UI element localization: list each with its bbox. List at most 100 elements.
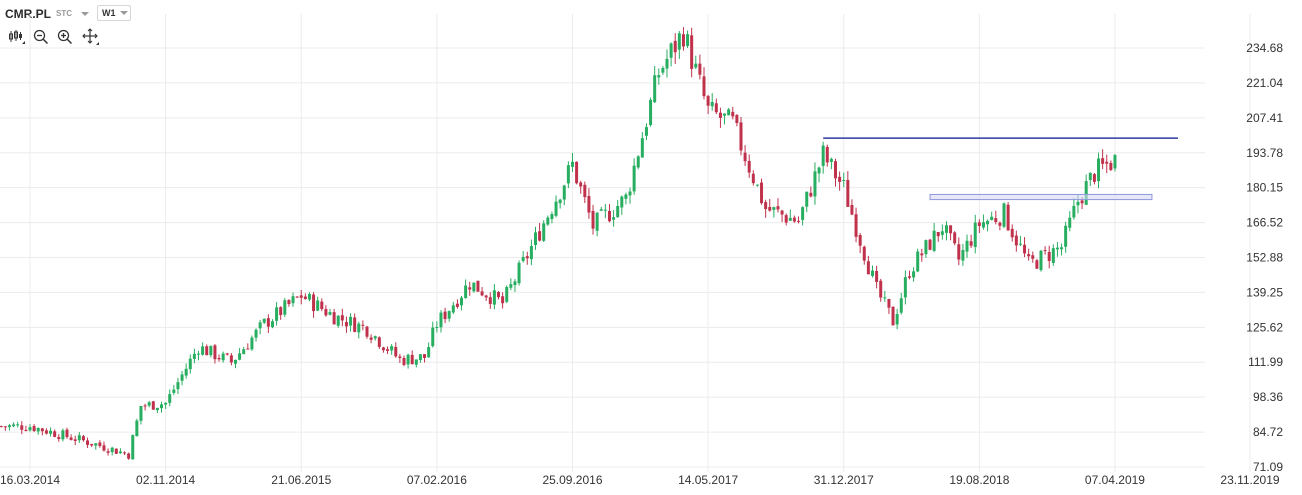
candle-body xyxy=(386,349,390,351)
candle-body xyxy=(1101,158,1105,164)
candle-body xyxy=(1064,225,1068,247)
candle-body xyxy=(924,240,928,255)
candle-body xyxy=(776,206,780,210)
crosshair-icon[interactable] xyxy=(82,28,100,46)
candle-body xyxy=(788,217,792,221)
candle-body xyxy=(402,357,406,365)
candle-body xyxy=(517,262,521,284)
candle-body xyxy=(661,68,665,73)
candle-body xyxy=(829,158,833,162)
y-tick-label: 166.52 xyxy=(1246,216,1283,230)
candle-body xyxy=(1097,158,1101,182)
candle-body xyxy=(455,303,459,307)
candle-body xyxy=(439,312,443,328)
candle-body xyxy=(1039,250,1043,271)
x-tick-label: 02.11.2014 xyxy=(136,473,195,487)
candle-body xyxy=(90,443,94,446)
candle-body xyxy=(603,209,607,211)
annotations xyxy=(823,137,1178,201)
zoom-out-icon[interactable] xyxy=(32,28,50,46)
candle-body xyxy=(213,345,217,360)
zoom-in-icon[interactable] xyxy=(56,28,74,46)
candle-body xyxy=(805,191,809,207)
candle-body xyxy=(460,297,464,306)
y-tick-label: 139.25 xyxy=(1246,285,1283,299)
y-tick-label: 125.62 xyxy=(1246,320,1283,334)
candle-body xyxy=(1072,205,1076,218)
candle-body xyxy=(349,316,353,326)
candle-body xyxy=(1027,254,1031,257)
y-tick-label: 221.04 xyxy=(1246,76,1283,90)
symbol-label[interactable]: CMR.PL xyxy=(5,7,51,21)
candle-body xyxy=(883,297,887,299)
indicators-icon[interactable] xyxy=(8,28,26,46)
candle-body xyxy=(250,337,254,350)
candle-body xyxy=(299,295,303,298)
candle-body xyxy=(361,324,365,326)
candle-body xyxy=(57,437,61,439)
candle-body xyxy=(270,321,274,328)
candle-body xyxy=(632,165,636,192)
candle-body xyxy=(451,305,455,313)
candle-body xyxy=(887,299,891,308)
market-dropdown-icon[interactable] xyxy=(81,12,89,16)
candle-body xyxy=(949,225,953,234)
candle-body xyxy=(229,355,233,363)
candle-body xyxy=(332,312,336,325)
candle-body xyxy=(123,452,127,454)
candle-body xyxy=(209,345,213,356)
candle-body xyxy=(965,240,969,252)
candle-body xyxy=(135,420,139,437)
candle-body xyxy=(484,295,488,298)
candle-body xyxy=(225,353,229,355)
candle-body xyxy=(665,58,669,69)
candle-body xyxy=(242,349,246,355)
x-tick-label: 07.04.2019 xyxy=(1085,473,1145,487)
candle-body xyxy=(669,43,673,58)
candle-body xyxy=(583,184,587,198)
candle-body xyxy=(262,318,266,323)
candle-body xyxy=(373,336,377,339)
candle-body xyxy=(238,353,242,360)
candle-body xyxy=(427,347,431,358)
candle-body xyxy=(164,402,168,405)
candle-body xyxy=(529,246,533,260)
candle-body xyxy=(1080,200,1084,204)
candle-body xyxy=(1109,162,1113,170)
candle-body xyxy=(616,205,620,218)
candle-body xyxy=(344,322,348,327)
candle-body xyxy=(16,424,20,426)
candle-body xyxy=(710,101,714,107)
y-tick-label: 98.36 xyxy=(1253,390,1283,404)
candle-body xyxy=(986,220,990,225)
x-tick-label: 31.12.2017 xyxy=(814,473,874,487)
candle-body xyxy=(275,307,279,321)
candle-body xyxy=(686,34,690,47)
candle-body xyxy=(336,315,340,326)
candle-body xyxy=(492,290,496,305)
candle-body xyxy=(854,214,858,237)
candle-body xyxy=(866,261,870,275)
candle-body xyxy=(620,196,624,208)
candle-body xyxy=(542,223,546,241)
candle-body xyxy=(681,34,685,47)
candle-body xyxy=(566,165,570,184)
candle-body xyxy=(143,405,147,407)
candle-body xyxy=(295,296,299,298)
candle-body xyxy=(525,256,529,259)
interval-select[interactable]: W1 xyxy=(97,5,131,21)
support-zone[interactable] xyxy=(929,193,1153,201)
candle-body xyxy=(1010,228,1014,238)
candle-body xyxy=(591,210,595,229)
candle-body xyxy=(447,311,451,319)
market-label[interactable]: STC xyxy=(56,9,72,18)
y-tick-label: 71.09 xyxy=(1253,460,1283,474)
candle-body xyxy=(118,451,122,454)
candle-body xyxy=(595,212,599,231)
candle-body xyxy=(127,453,131,459)
x-axis: 16.03.2014 02.11.2014 21.06.2015 07.02.2016… xyxy=(0,473,1280,487)
candle-body xyxy=(998,222,1002,226)
candle-body xyxy=(12,424,16,427)
candle-body xyxy=(192,353,196,359)
